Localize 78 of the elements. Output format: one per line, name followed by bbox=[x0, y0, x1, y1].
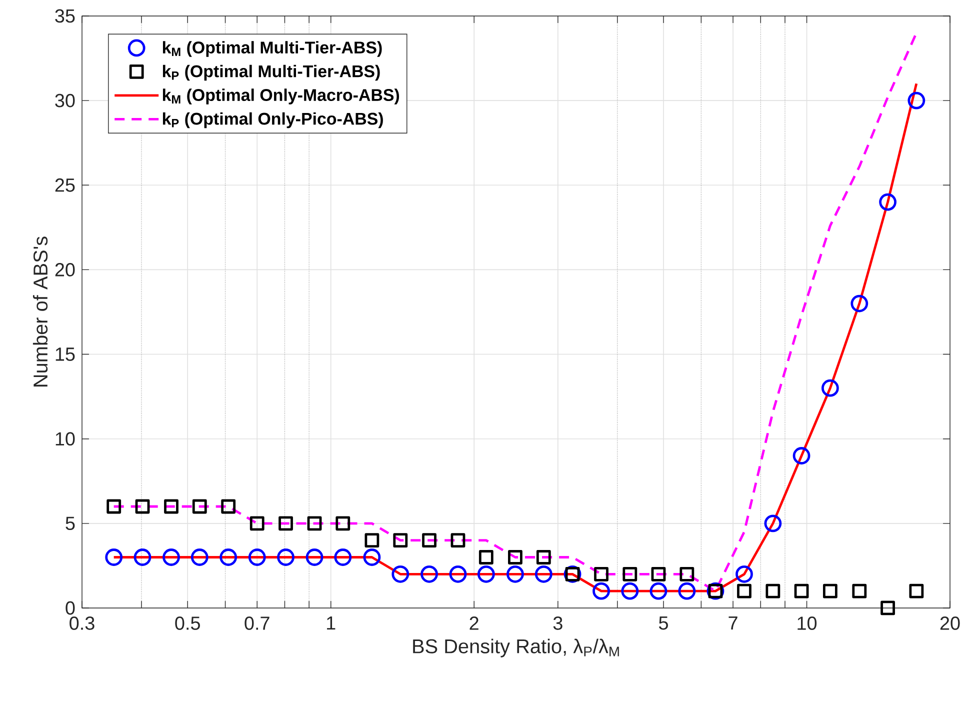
point bbox=[908, 92, 926, 110]
point bbox=[422, 533, 436, 548]
point bbox=[594, 566, 608, 582]
point bbox=[162, 548, 180, 566]
point bbox=[592, 582, 610, 600]
point bbox=[794, 584, 809, 598]
point bbox=[277, 548, 294, 566]
point bbox=[536, 550, 551, 564]
point bbox=[220, 548, 238, 566]
legend-label: k$_{P}$ (Optimal Multi-Tier-ABS) bbox=[162, 64, 380, 81]
point bbox=[852, 584, 867, 598]
point bbox=[192, 499, 207, 514]
x-tick-label: 10 bbox=[798, 616, 817, 630]
x-tick-label: 2 bbox=[470, 616, 478, 630]
point bbox=[106, 499, 122, 514]
point bbox=[393, 533, 408, 548]
point bbox=[622, 566, 638, 582]
point bbox=[680, 566, 694, 582]
y-tick-label: 25 bbox=[55, 178, 75, 192]
point bbox=[392, 565, 410, 583]
legend-label: k$_{M}$ (Optimal Only-Macro-ABS) bbox=[162, 88, 400, 104]
point bbox=[105, 548, 123, 566]
point bbox=[449, 565, 467, 583]
point bbox=[278, 516, 293, 531]
x-tick-label: 0.7 bbox=[244, 616, 270, 630]
x-tick-label: 7 bbox=[728, 616, 738, 630]
point bbox=[651, 566, 666, 582]
point bbox=[450, 533, 466, 548]
point bbox=[766, 584, 780, 598]
point bbox=[880, 600, 895, 616]
point bbox=[420, 565, 438, 583]
point bbox=[850, 294, 868, 312]
point bbox=[909, 584, 924, 598]
point bbox=[250, 516, 264, 531]
point bbox=[364, 533, 380, 548]
point bbox=[248, 548, 266, 566]
point bbox=[307, 516, 322, 531]
y-tick-label: 5 bbox=[66, 516, 75, 530]
point bbox=[336, 516, 350, 531]
point bbox=[737, 584, 752, 598]
y-tick-label: 10 bbox=[56, 432, 75, 446]
y-tick-label: 30 bbox=[55, 94, 75, 108]
x-tick-label: 1 bbox=[327, 616, 336, 630]
y-tick-label: 20 bbox=[55, 262, 75, 276]
y-axis-title: Number of ABS's bbox=[32, 236, 48, 386]
point bbox=[534, 565, 552, 583]
point bbox=[821, 379, 839, 397]
point bbox=[134, 548, 152, 566]
point bbox=[334, 548, 352, 566]
point bbox=[477, 565, 495, 583]
point bbox=[764, 514, 782, 532]
point bbox=[478, 550, 494, 564]
point bbox=[508, 550, 522, 564]
point bbox=[792, 447, 810, 464]
x-tick-label: 0.5 bbox=[175, 616, 200, 630]
point bbox=[164, 499, 178, 514]
x-tick-label: 0.3 bbox=[70, 616, 94, 630]
legend-label: k$_{M}$ (Optimal Multi-Tier-ABS) bbox=[162, 41, 382, 57]
x-tick-label: 3 bbox=[553, 616, 562, 630]
point bbox=[221, 499, 236, 514]
point bbox=[822, 584, 838, 598]
x-tick-label: 20 bbox=[940, 616, 960, 630]
point bbox=[736, 565, 753, 583]
point bbox=[506, 565, 524, 583]
legend-label: k$_{P}$ (Optimal Only-Pico-ABS) bbox=[162, 112, 383, 128]
point bbox=[879, 193, 896, 211]
x-tick-label: 5 bbox=[658, 616, 668, 630]
y-tick-label: 15 bbox=[56, 348, 75, 361]
point bbox=[621, 582, 639, 600]
y-tick-label: 35 bbox=[55, 9, 75, 23]
point bbox=[650, 582, 668, 600]
point bbox=[135, 499, 150, 514]
y-tick-label: 0 bbox=[66, 601, 75, 615]
point bbox=[190, 548, 208, 566]
point bbox=[678, 582, 696, 600]
x-axis-title: BS Density Ratio, λ$_{P}$/λ$_{M}$ bbox=[413, 638, 619, 658]
point bbox=[363, 548, 381, 566]
point bbox=[306, 548, 324, 566]
